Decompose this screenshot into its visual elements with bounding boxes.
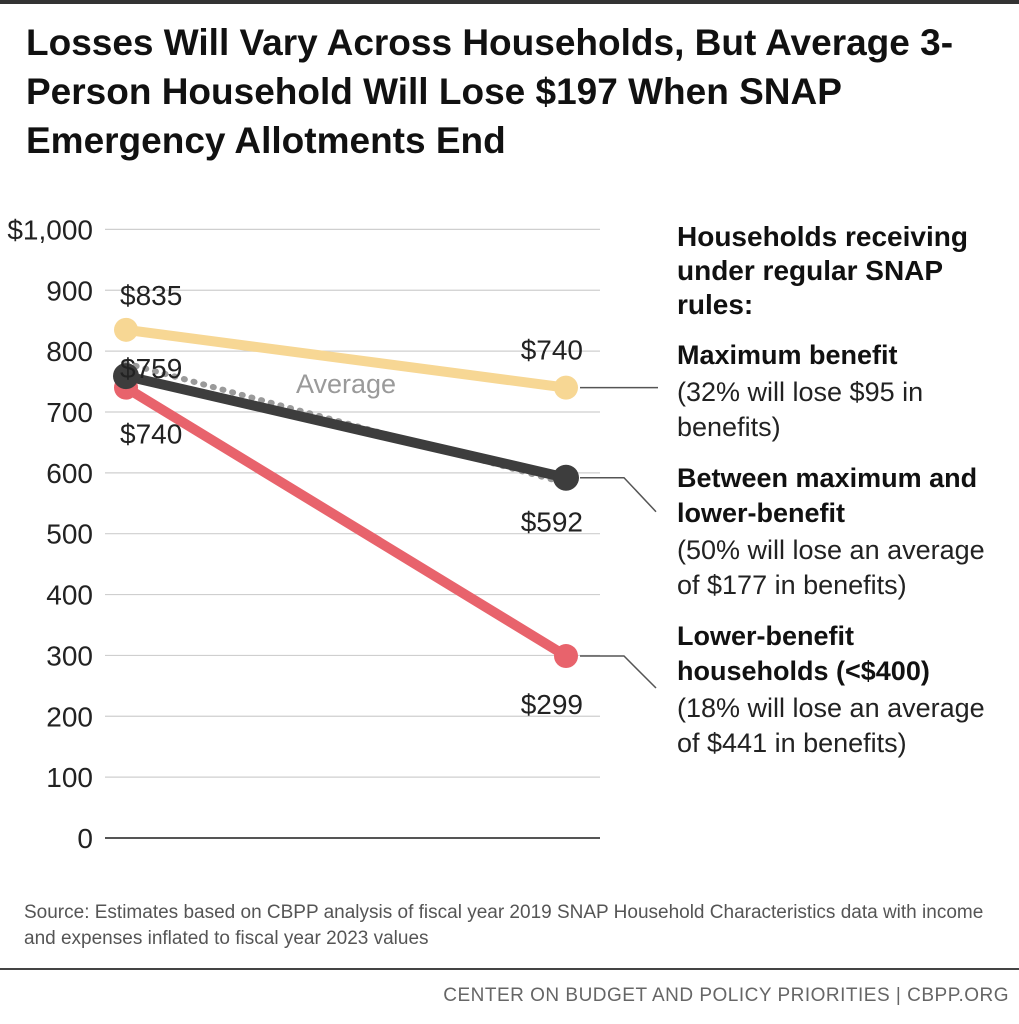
point-lower — [554, 644, 578, 669]
legend-group-desc: (50% will lose an average of $177 in ben… — [677, 535, 985, 600]
legend-heading: Households receiving under regular SNAP … — [677, 221, 968, 320]
bottom-rule — [0, 968, 1019, 970]
legend-group-title: Lower-benefit households (<$400) — [677, 621, 930, 686]
data-label: $299 — [521, 689, 583, 720]
data-label: $592 — [521, 507, 583, 538]
source-note: Source: Estimates based on CBPP analysis… — [24, 902, 984, 949]
data-label: $759 — [120, 353, 182, 384]
average-label: Average — [296, 369, 396, 399]
y-tick-label: 400 — [46, 580, 93, 611]
legend-group-between: Between maximum and lower-benefit (50% w… — [677, 461, 1007, 603]
y-tick-label: 900 — [46, 275, 93, 306]
series-line-between — [121, 371, 571, 483]
y-tick-label: 800 — [46, 336, 93, 367]
data-label: $740 — [521, 335, 583, 366]
leader-line — [580, 476, 657, 513]
leader-line — [580, 655, 657, 689]
y-tick-label: 0 — [77, 823, 93, 854]
legend-panel: Households receiving under regular SNAP … — [677, 220, 1007, 761]
legend-group-title: Between maximum and lower-benefit — [677, 463, 978, 528]
y-tick-label: 700 — [46, 397, 93, 428]
point-between — [553, 464, 579, 491]
y-tick-label: 300 — [46, 640, 93, 671]
y-tick-label: 100 — [46, 762, 93, 793]
y-tick-label: 200 — [46, 701, 93, 732]
top-rule — [0, 0, 1019, 4]
legend-group-maximum: Maximum benefit (32% will lose $95 in be… — [677, 338, 1007, 445]
footer-credit: CENTER ON BUDGET AND POLICY PRIORITIES |… — [443, 985, 1009, 1006]
legend-group-desc: (18% will lose an average of $441 in ben… — [677, 693, 985, 758]
y-tick-label: 500 — [46, 519, 93, 550]
point-maximum — [554, 375, 578, 400]
data-label: $740 — [120, 419, 182, 450]
legend-group-lower: Lower-benefit households (<$400) (18% wi… — [677, 619, 1007, 761]
data-label: $835 — [120, 280, 182, 311]
y-tick-label: 600 — [46, 458, 93, 489]
point-between — [113, 363, 139, 390]
series-line-lower — [121, 382, 571, 662]
series-line-maximum — [121, 324, 571, 393]
legend-group-desc: (32% will lose $95 in benefits) — [677, 377, 924, 442]
y-tick-label: $1,000 — [7, 214, 93, 245]
line-chart: $1,000 900 800 700 600 500 400 300 200 100 0 $835 $7… — [7, 214, 658, 854]
point-maximum — [114, 317, 138, 342]
legend-group-title: Maximum benefit — [677, 340, 898, 370]
chart-title: Losses Will Vary Across Households, But … — [26, 22, 954, 161]
